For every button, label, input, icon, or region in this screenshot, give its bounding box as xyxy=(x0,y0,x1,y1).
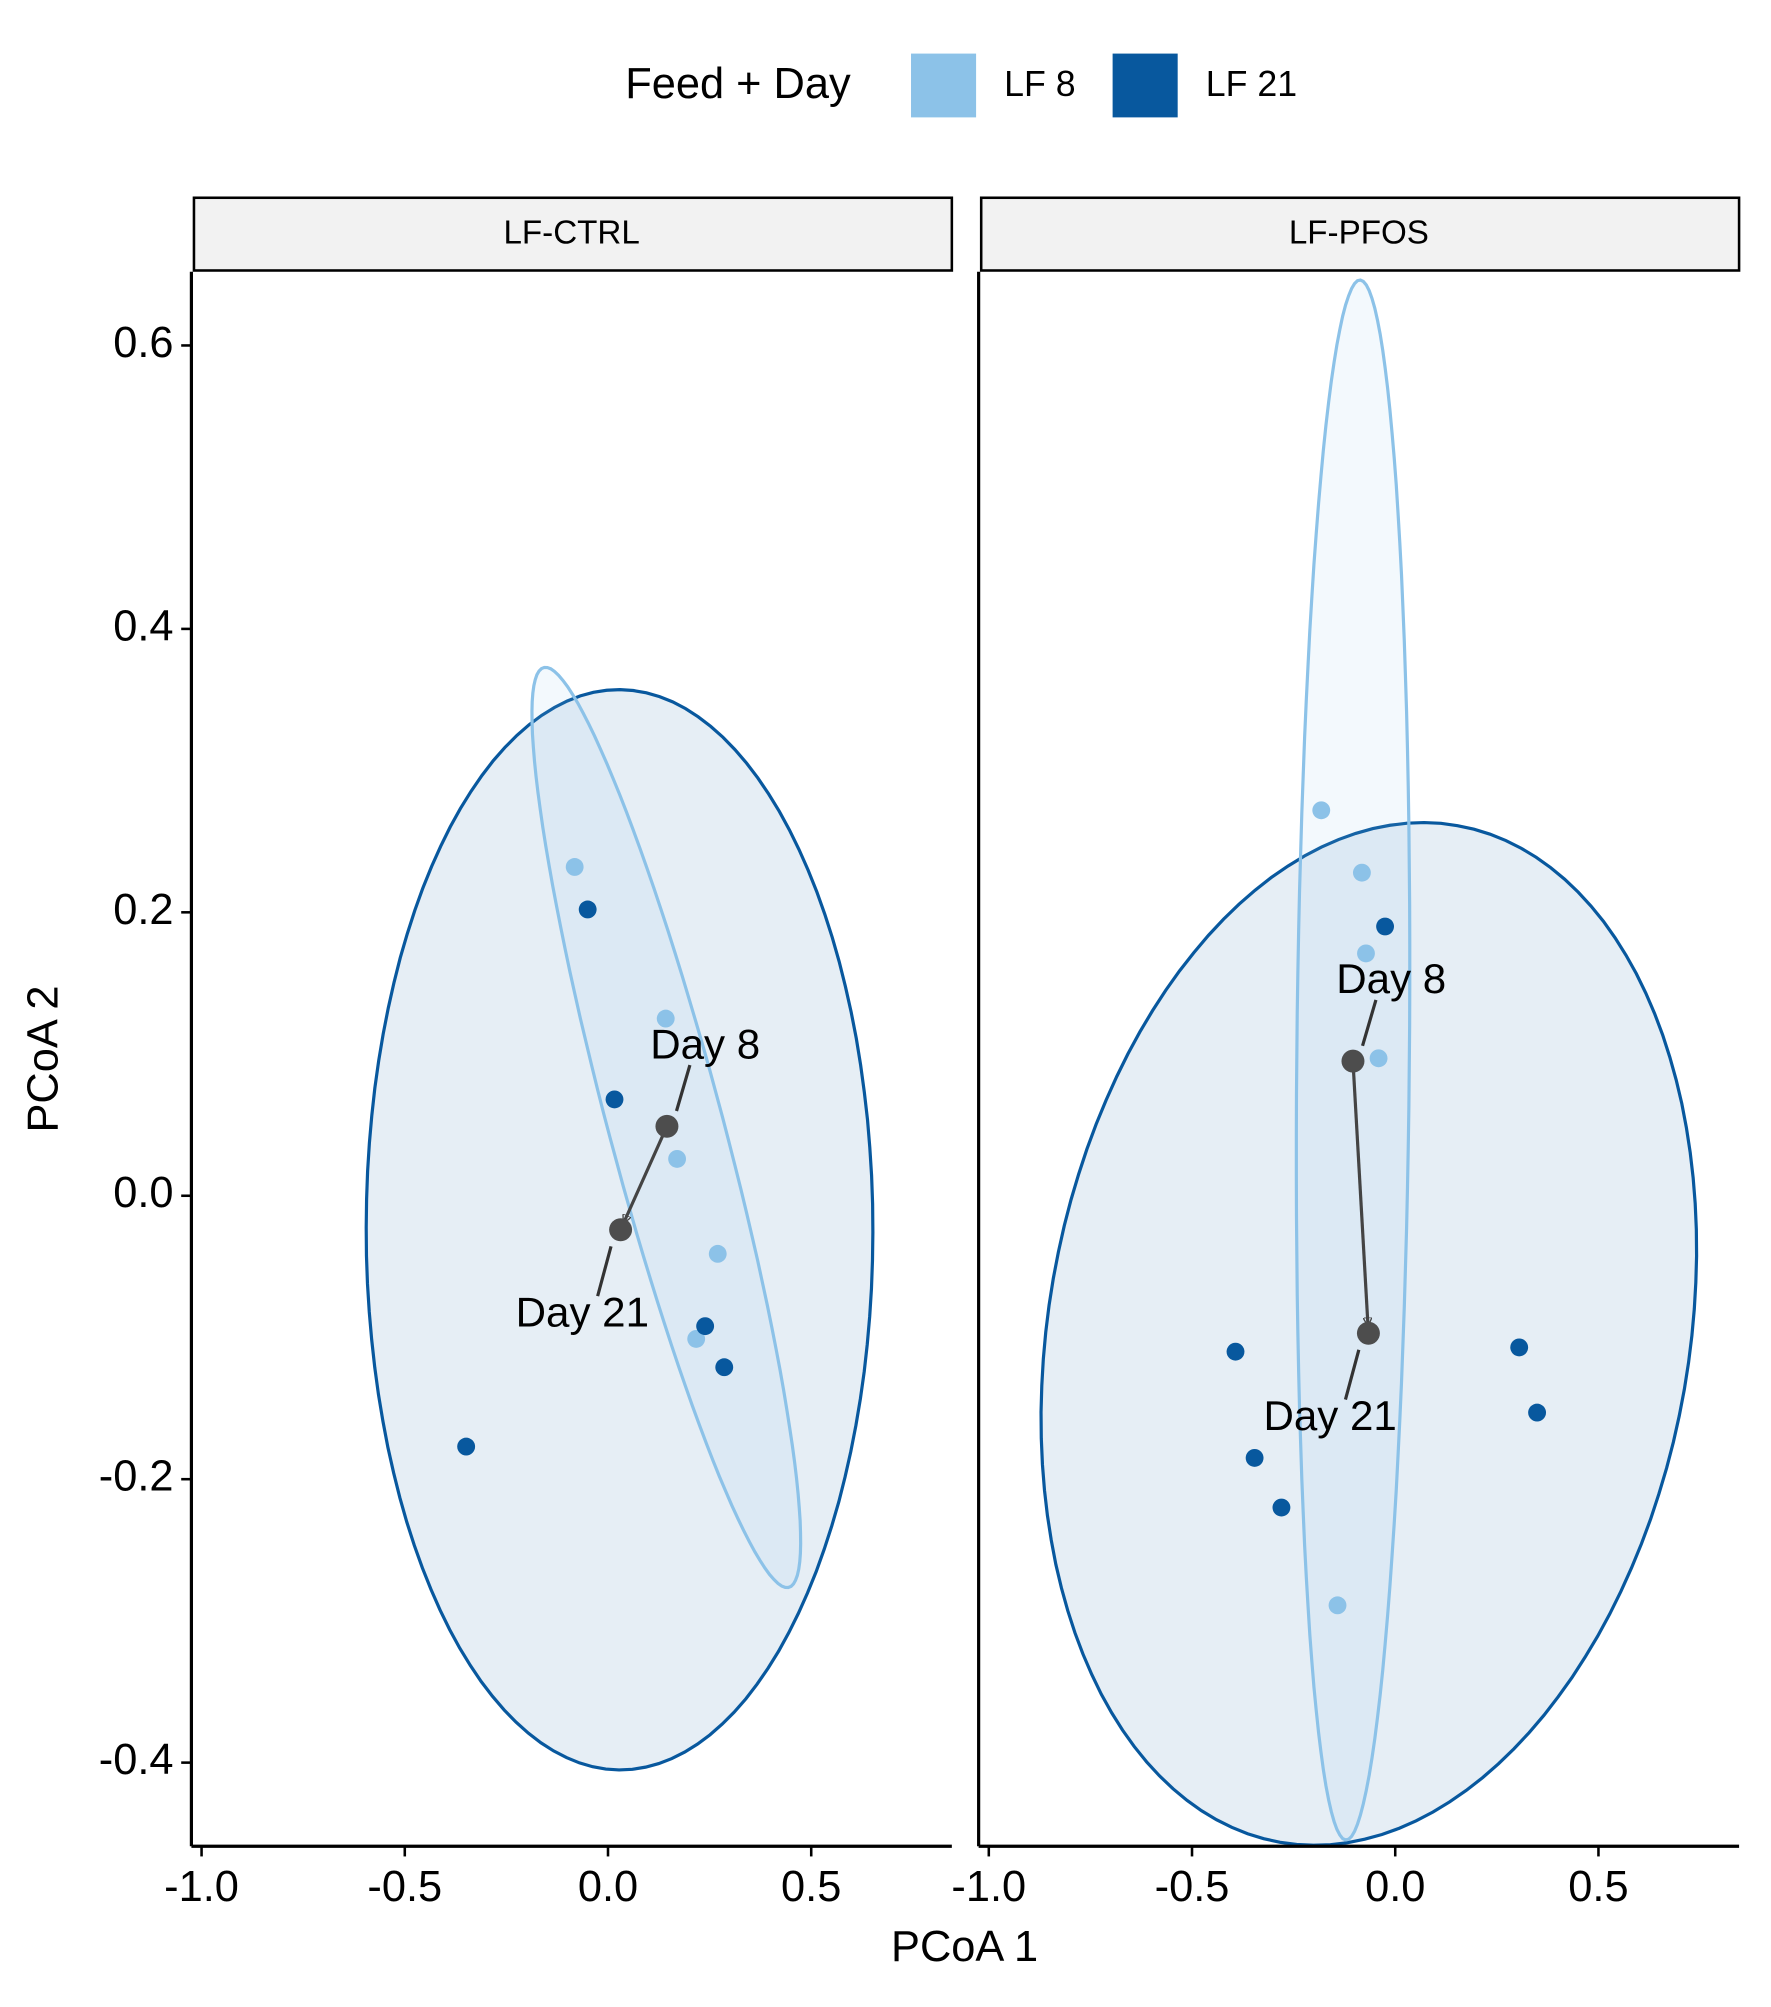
label-leader xyxy=(674,1064,692,1112)
centroid-label: Day 21 xyxy=(516,1288,649,1335)
data-point xyxy=(708,1244,727,1263)
x-tick-label: -0.5 xyxy=(1155,1863,1230,1911)
legend-label: LF 21 xyxy=(1206,64,1297,104)
x-tick-label: -1.0 xyxy=(164,1863,239,1911)
y-tick-label: -0.4 xyxy=(99,1736,174,1784)
centroid-label: Day 8 xyxy=(650,1020,760,1067)
y-tick-label: 0.2 xyxy=(113,886,173,934)
y-tick-label: 0.4 xyxy=(113,602,173,650)
x-tick-label: -0.5 xyxy=(367,1863,442,1911)
data-point xyxy=(1352,863,1371,882)
x-tick-label: 0.5 xyxy=(1568,1863,1628,1911)
x-tick-label: 0.0 xyxy=(578,1863,638,1911)
centroid xyxy=(655,1114,679,1138)
x-tick-label: 0.5 xyxy=(781,1863,841,1911)
legend-label: LF 8 xyxy=(1004,64,1075,104)
y-tick-label: -0.2 xyxy=(99,1453,174,1501)
x-axis-title: PCoA 1 xyxy=(891,1923,1038,1971)
trajectory-arrow xyxy=(1351,1061,1368,1325)
legend-key xyxy=(911,53,977,118)
y-axis-title: PCoA 2 xyxy=(19,985,67,1132)
centroid xyxy=(609,1218,633,1242)
x-tick-label: 0.0 xyxy=(1365,1863,1425,1911)
data-point xyxy=(656,1009,675,1028)
y-tick-label: 0.6 xyxy=(113,319,173,367)
data-point xyxy=(696,1317,715,1336)
data-point xyxy=(1369,1049,1388,1068)
data-point xyxy=(565,858,584,876)
trajectory-arrow xyxy=(624,1125,669,1222)
label-leader xyxy=(1343,1349,1361,1400)
data-point xyxy=(1226,1342,1245,1361)
data-point xyxy=(457,1437,476,1456)
data-point xyxy=(715,1358,734,1377)
legend-key xyxy=(1112,53,1178,118)
y-tick-label: 0.0 xyxy=(113,1169,173,1217)
data-point xyxy=(1272,1498,1291,1517)
facet-label: LF-CTRL xyxy=(503,215,639,252)
data-point xyxy=(578,900,597,919)
data-point xyxy=(687,1329,706,1348)
label-leader xyxy=(596,1245,613,1297)
centroid xyxy=(1356,1321,1380,1345)
data-point xyxy=(668,1149,687,1168)
data-point xyxy=(1312,801,1331,820)
data-point xyxy=(1357,944,1375,963)
centroid xyxy=(1341,1049,1365,1073)
data-point xyxy=(1245,1449,1264,1467)
data-point xyxy=(1528,1403,1547,1422)
data-point xyxy=(1376,917,1395,936)
legend-title: Feed + Day xyxy=(625,60,851,108)
x-tick-label: -1.0 xyxy=(951,1863,1026,1911)
data-point xyxy=(1328,1596,1347,1615)
data-point xyxy=(605,1090,624,1109)
facet-strip xyxy=(979,196,1741,272)
centroid-label: Day 21 xyxy=(1263,1392,1396,1439)
facet-strip xyxy=(192,196,954,272)
centroid-label: Day 8 xyxy=(1336,955,1446,1002)
facet-label: LF-PFOS xyxy=(1289,215,1429,252)
data-point xyxy=(1510,1338,1529,1357)
label-leader xyxy=(1361,999,1378,1047)
